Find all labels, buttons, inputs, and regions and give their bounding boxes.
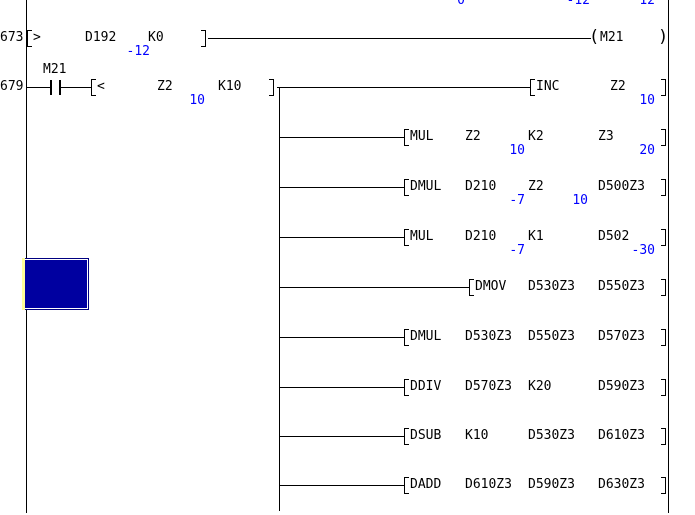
instruction-mnemonic[interactable]: DMOV [475, 279, 507, 294]
normally-open-contact[interactable] [50, 80, 52, 95]
operand-device[interactable]: K10 [465, 428, 489, 443]
step-number: 673 [0, 30, 24, 45]
instruction-bracket-open [404, 329, 409, 346]
wire [279, 387, 405, 388]
coil-device[interactable]: M21 [600, 30, 624, 45]
operand-device[interactable]: Z2 [465, 129, 481, 144]
operand-device[interactable]: Z2 [528, 179, 544, 194]
wire [208, 38, 591, 39]
monitor-value: -7 [509, 243, 525, 258]
wire [279, 187, 405, 188]
instruction-bracket-open [404, 477, 409, 494]
operand-device[interactable]: Z2 [157, 79, 173, 94]
instruction-bracket-open [404, 428, 409, 445]
monitor-value: 10 [572, 193, 588, 208]
contact-device-label: M21 [43, 62, 67, 77]
operand-device[interactable]: K1 [528, 229, 544, 244]
right-power-rail [668, 0, 669, 513]
wire [279, 287, 470, 288]
instruction-bracket-open [404, 179, 409, 196]
operand-device[interactable]: D192 [85, 30, 117, 45]
compare-operator[interactable]: > [33, 30, 41, 45]
instruction-bracket-close [661, 428, 666, 445]
instruction-mnemonic[interactable]: DDIV [410, 379, 442, 394]
operand-device[interactable]: D500Z3 [598, 179, 645, 194]
wire [26, 87, 50, 88]
instruction-bracket-close [661, 79, 666, 96]
compare-bracket-open [91, 79, 96, 96]
instruction-bracket-close [661, 229, 666, 246]
operand-device[interactable]: D610Z3 [465, 477, 512, 492]
instruction-mnemonic[interactable]: INC [536, 79, 560, 94]
operand-device[interactable]: D570Z3 [465, 379, 512, 394]
operand-device[interactable]: D590Z3 [528, 477, 575, 492]
instruction-bracket-close [661, 477, 666, 494]
operand-device[interactable]: D570Z3 [598, 329, 645, 344]
operand-device[interactable]: K20 [528, 379, 552, 394]
instruction-mnemonic[interactable]: DMUL [410, 179, 442, 194]
operand-device[interactable]: D210 [465, 179, 497, 194]
wire [61, 87, 92, 88]
monitor-value: -30 [631, 243, 655, 258]
operand-device[interactable]: D502 [598, 229, 630, 244]
edit-cursor[interactable] [22, 258, 89, 310]
monitor-value: 12 [639, 0, 655, 8]
compare-bracket-close [269, 79, 274, 96]
instruction-bracket-open [530, 79, 535, 96]
operand-device[interactable]: K0 [148, 30, 164, 45]
instruction-bracket-close [661, 379, 666, 396]
instruction-mnemonic[interactable]: DADD [410, 477, 442, 492]
monitor-value: 20 [639, 143, 655, 158]
monitor-value: -7 [509, 193, 525, 208]
monitor-value: -12 [566, 0, 590, 8]
instruction-mnemonic[interactable]: MUL [410, 129, 434, 144]
operand-device[interactable]: D530Z3 [528, 279, 575, 294]
instruction-mnemonic[interactable]: DSUB [410, 428, 442, 443]
normally-open-contact[interactable] [59, 80, 61, 95]
instruction-mnemonic[interactable]: MUL [410, 229, 434, 244]
operand-device[interactable]: Z2 [610, 79, 626, 94]
operand-device[interactable]: D550Z3 [528, 329, 575, 344]
instruction-bracket-open [404, 379, 409, 396]
wire [279, 485, 405, 486]
instruction-bracket-open [469, 279, 474, 296]
wire [279, 237, 405, 238]
operand-device[interactable]: D630Z3 [598, 477, 645, 492]
monitor-value: 10 [189, 93, 205, 108]
wire [279, 337, 405, 338]
wire [279, 436, 405, 437]
monitor-value: 0 [457, 0, 465, 8]
operand-device[interactable]: K10 [218, 79, 242, 94]
edit-cursor-highlight [22, 258, 25, 310]
compare-bracket-open [27, 30, 32, 47]
coil-paren-close: ) [658, 27, 669, 47]
instruction-bracket-open [404, 129, 409, 146]
instruction-bracket-close [661, 179, 666, 196]
left-power-rail [26, 0, 27, 513]
coil-paren-open: ( [589, 27, 600, 47]
compare-bracket-close [201, 30, 206, 47]
operand-device[interactable]: D610Z3 [598, 428, 645, 443]
monitor-value: 10 [639, 93, 655, 108]
monitor-value: 10 [509, 143, 525, 158]
compare-operator[interactable]: < [97, 79, 105, 94]
step-number: 679 [0, 79, 24, 94]
instruction-bracket-open [404, 229, 409, 246]
operand-device[interactable]: D530Z3 [465, 329, 512, 344]
instruction-mnemonic[interactable]: DMUL [410, 329, 442, 344]
wire [277, 87, 531, 88]
monitor-value: -12 [126, 44, 150, 59]
branch-bus-wire [279, 87, 280, 511]
operand-device[interactable]: D550Z3 [598, 279, 645, 294]
operand-device[interactable]: D590Z3 [598, 379, 645, 394]
operand-device[interactable]: D530Z3 [528, 428, 575, 443]
operand-device[interactable]: K2 [528, 129, 544, 144]
wire [279, 137, 405, 138]
instruction-bracket-close [661, 329, 666, 346]
instruction-bracket-close [661, 279, 666, 296]
instruction-bracket-close [661, 129, 666, 146]
operand-device[interactable]: Z3 [598, 129, 614, 144]
operand-device[interactable]: D210 [465, 229, 497, 244]
